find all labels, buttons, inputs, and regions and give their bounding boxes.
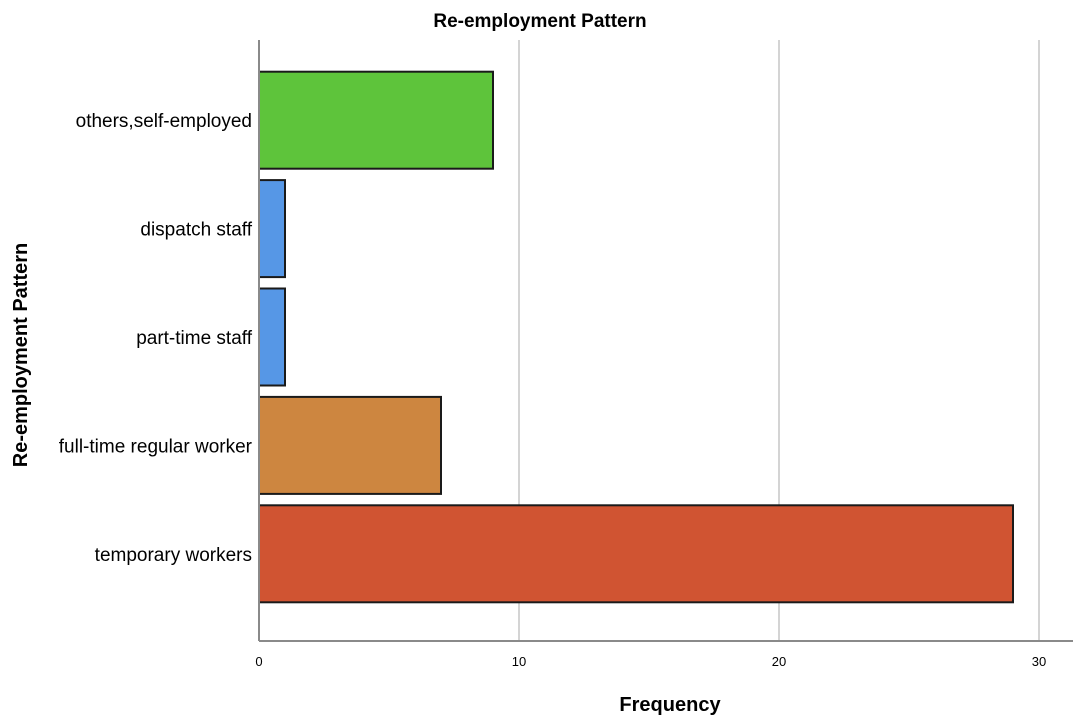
x-tick-label: 30 bbox=[1032, 654, 1046, 669]
bar-temporary-workers bbox=[258, 504, 1014, 604]
category-label: part-time staff bbox=[136, 328, 253, 349]
x-tick-label: 20 bbox=[772, 654, 786, 669]
axes bbox=[258, 40, 1073, 642]
y-axis-title: Re-employment Pattern bbox=[10, 243, 32, 468]
x-tick-labels: 0 10 20 30 bbox=[255, 654, 1046, 669]
category-label: dispatch staff bbox=[140, 220, 252, 241]
chart-title: Re-employment Pattern bbox=[433, 11, 646, 32]
category-label: others,self-employed bbox=[76, 111, 252, 132]
x-axis-title: Frequency bbox=[619, 694, 721, 716]
bar-part-time-staff bbox=[258, 287, 286, 387]
bar-others-self-employed bbox=[258, 70, 494, 170]
bar-full-time-regular-worker bbox=[258, 395, 442, 495]
category-label: full-time regular worker bbox=[59, 436, 253, 457]
category-labels: others,self-employed dispatch staff part-t… bbox=[59, 111, 253, 566]
x-tick-label: 0 bbox=[255, 654, 262, 669]
x-tick-label: 10 bbox=[512, 654, 526, 669]
bar-dispatch-staff bbox=[258, 179, 286, 279]
category-label: temporary workers bbox=[95, 545, 252, 566]
bars bbox=[258, 70, 1014, 604]
